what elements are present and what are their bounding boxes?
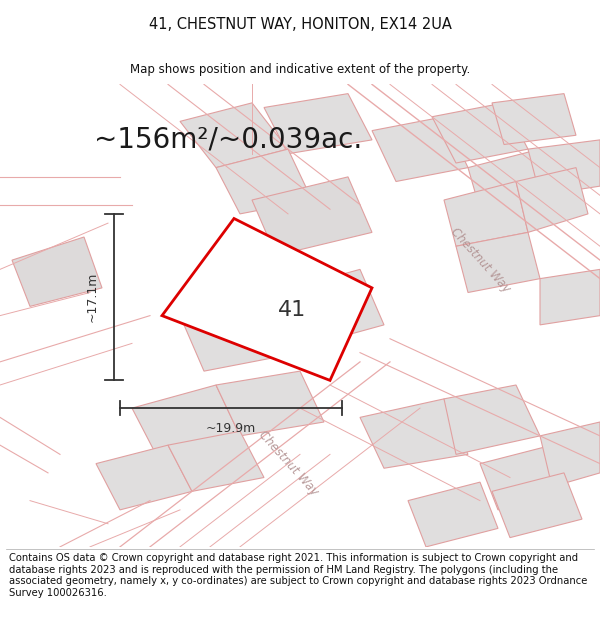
Polygon shape	[408, 482, 498, 547]
Text: ~19.9m: ~19.9m	[206, 422, 256, 435]
Polygon shape	[132, 385, 240, 454]
Polygon shape	[372, 117, 468, 181]
Polygon shape	[180, 103, 288, 168]
Polygon shape	[264, 94, 372, 154]
Polygon shape	[528, 140, 600, 196]
Polygon shape	[432, 103, 528, 163]
Polygon shape	[480, 445, 570, 510]
Text: ~17.1m: ~17.1m	[86, 272, 99, 322]
Polygon shape	[162, 219, 372, 381]
Polygon shape	[168, 431, 264, 491]
Polygon shape	[444, 181, 528, 246]
Polygon shape	[180, 292, 300, 371]
Polygon shape	[540, 422, 600, 487]
Polygon shape	[96, 445, 192, 510]
Text: 41, CHESTNUT WAY, HONITON, EX14 2UA: 41, CHESTNUT WAY, HONITON, EX14 2UA	[149, 17, 451, 32]
Polygon shape	[252, 177, 372, 256]
Text: Contains OS data © Crown copyright and database right 2021. This information is : Contains OS data © Crown copyright and d…	[9, 553, 587, 598]
Polygon shape	[444, 385, 540, 454]
Text: Chestnut Way: Chestnut Way	[256, 429, 320, 499]
Polygon shape	[216, 371, 324, 436]
Polygon shape	[540, 269, 600, 325]
Polygon shape	[456, 232, 540, 292]
Polygon shape	[360, 399, 468, 468]
Text: Chestnut Way: Chestnut Way	[448, 225, 512, 295]
Text: 41: 41	[278, 300, 307, 320]
Polygon shape	[492, 473, 582, 538]
Polygon shape	[516, 168, 588, 232]
Polygon shape	[216, 149, 312, 214]
Text: ~156m²/~0.039ac.: ~156m²/~0.039ac.	[94, 126, 362, 154]
Polygon shape	[492, 94, 576, 144]
Text: Map shows position and indicative extent of the property.: Map shows position and indicative extent…	[130, 63, 470, 76]
Polygon shape	[12, 237, 102, 306]
Polygon shape	[468, 149, 552, 209]
Polygon shape	[276, 269, 384, 348]
